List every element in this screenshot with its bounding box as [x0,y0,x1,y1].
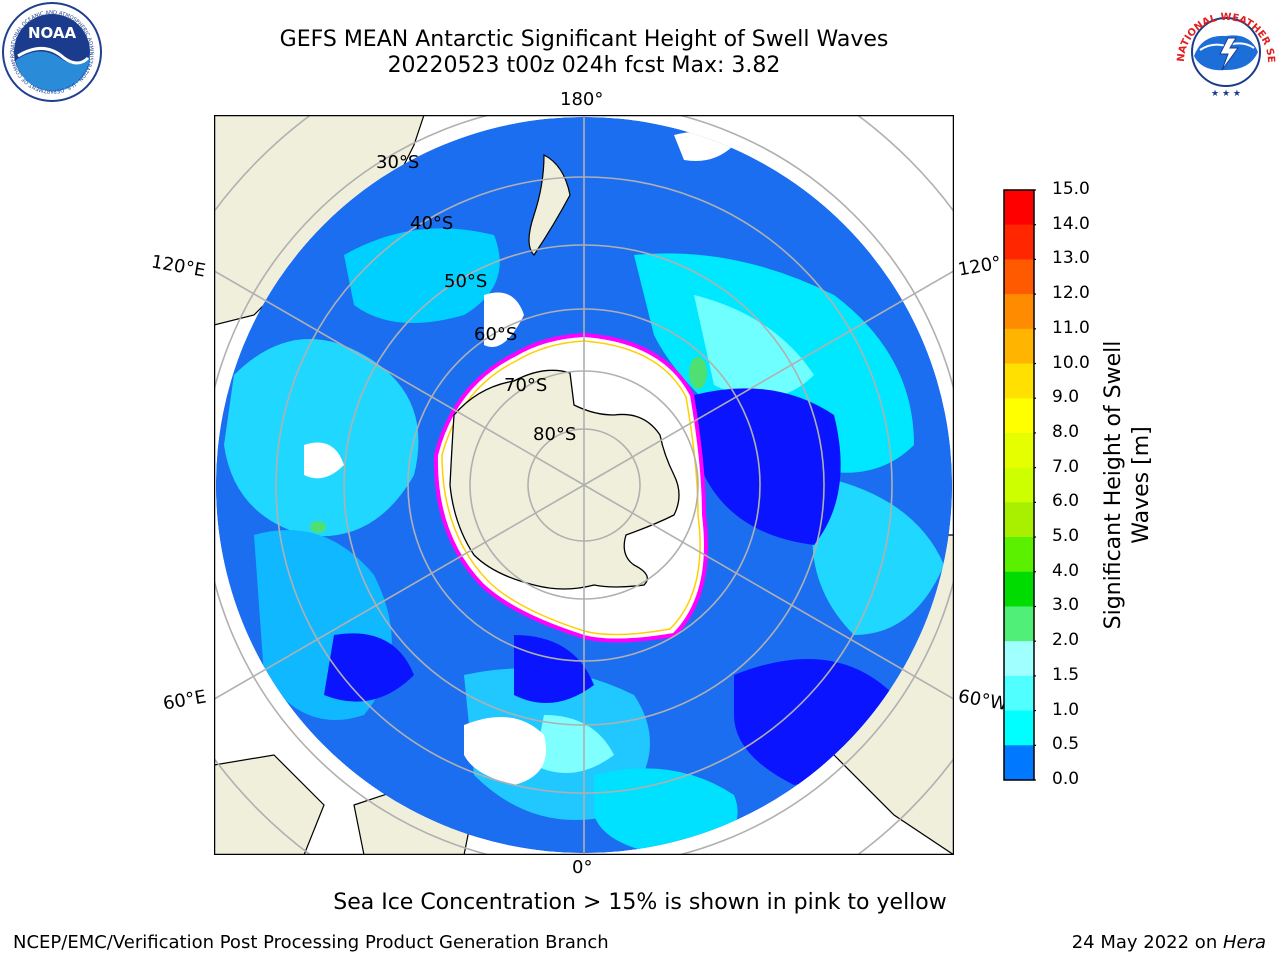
colorbar-label-line2: Waves [m] [1129,426,1154,544]
footer-date: 24 May 2022 on Hera [1072,932,1266,953]
colorbar-tick-label: 3.0 [1052,595,1080,616]
colorbar-tick-label: 1.5 [1052,664,1080,685]
colorbar-tick-label: 0.5 [1052,734,1080,755]
colorbar-band [1004,571,1034,607]
colorbar-tick-label: 10.0 [1052,352,1090,373]
colorbar-tick-label: 12.0 [1052,283,1090,304]
colorbar-frame [1003,189,1035,781]
footer-date-text: 24 May 2022 on [1071,932,1223,953]
colorbar-band [1004,259,1034,295]
meridian-label-0: 0° [572,857,593,878]
colorbar-tick-label: 9.0 [1052,387,1080,408]
parallel-label-50s: 50°S [444,271,488,292]
parallel-label-30s: 30°S [376,152,420,173]
colorbar [1003,189,1036,781]
land-africa [214,754,325,855]
colorbar-tick-label: 2.0 [1052,630,1080,651]
parallel-label-70s: 70°S [504,375,548,396]
colorbar-band [1004,398,1034,434]
meridian-label-60e: 60°E [161,686,208,715]
colorbar-tick-label: 7.0 [1052,456,1080,477]
colorbar-tick-label: 4.0 [1052,560,1080,581]
nws-logo-icon: NATIONAL WEATHER SERVICE ★ ★ ★ [1172,0,1276,101]
colorbar-band [1004,328,1034,365]
colorbar-band [1004,641,1034,677]
colorbar-label-line1: Significant Height of Swell [1101,340,1126,630]
colorbar-band [1004,432,1034,469]
land-new-zealand [528,154,571,256]
noaa-logo-icon: NOAA NATIONAL OCEANIC AND ATMOSPHERIC AD… [0,0,102,102]
colorbar-band [1004,675,1034,712]
colorbar-band [1004,294,1034,330]
colorbar-band [1004,537,1034,573]
colorbar-tick-label: 15.0 [1052,179,1090,199]
graticule [214,115,954,855]
polar-map [214,115,954,855]
colorbar-tick-label: 8.0 [1052,421,1080,442]
colorbar-band [1004,745,1034,781]
footer-host: Hera [1222,932,1266,953]
map-subtitle: 20220523 t00z 024h fcst Max: 3.82 [387,53,781,78]
sea-ice-note: Sea Ice Concentration > 15% is shown in … [333,890,947,915]
noaa-logo-text: NOAA [28,24,77,42]
colorbar-band [1004,502,1034,538]
colorbar-band [1004,606,1034,642]
parallel-label-40s: 40°S [410,213,454,234]
colorbar-tick-label: 14.0 [1052,213,1090,234]
colorbar-band [1004,467,1034,503]
footer-credit: NCEP/EMC/Verification Post Processing Pr… [13,932,609,953]
parallel-label-80s: 80°S [533,424,577,445]
land-antarctica [449,369,680,590]
svg-text:★ ★ ★: ★ ★ ★ [1211,89,1241,99]
map-title: GEFS MEAN Antarctic Significant Height o… [279,27,889,52]
meridian-label-120w: 120° [956,252,1003,281]
parallel-label-60s: 60°S [474,324,518,345]
colorbar-tick-label: 11.0 [1052,317,1090,338]
colorbar-band [1004,190,1034,226]
colorbar-band [1004,224,1034,260]
colorbar-tick-label: 6.0 [1052,491,1080,512]
meridian-label-180: 180° [560,89,604,110]
colorbar-tick-label: 0.0 [1052,769,1080,789]
colorbar-tick-label: 1.0 [1052,699,1080,720]
meridian-label-120e: 120°E [149,251,208,282]
colorbar-band [1004,363,1034,399]
colorbar-band [1004,710,1034,746]
colorbar-tick-label: 13.0 [1052,248,1090,269]
colorbar-tick-label: 5.0 [1052,526,1080,547]
